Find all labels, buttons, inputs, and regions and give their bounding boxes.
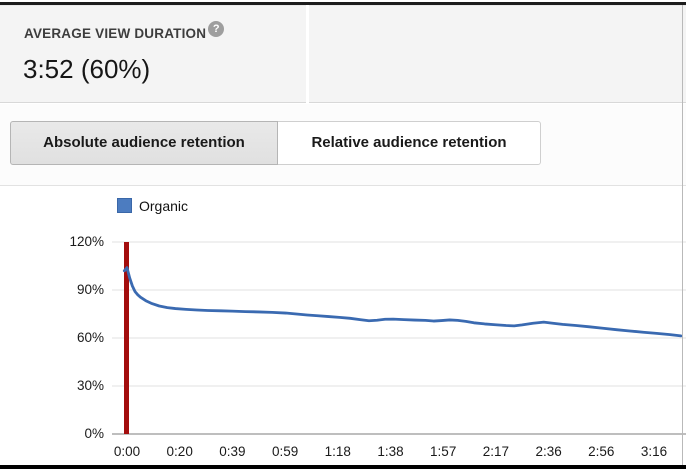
stats-header: AVERAGE VIEW DURATION? 3:52 (60%) — [0, 5, 686, 104]
x-axis-label-2:56: 2:56 — [588, 444, 615, 459]
window-right-border — [682, 5, 683, 465]
organic-retention-line[interactable] — [122, 266, 683, 338]
y-axis-label-30%: 30% — [76, 378, 104, 393]
tab-absolute-retention[interactable]: Absolute audience retention — [10, 121, 278, 165]
x-axis-label-2:17: 2:17 — [482, 444, 510, 459]
y-axis-label-120%: 120% — [69, 234, 104, 249]
playhead-marker-bar[interactable] — [124, 242, 129, 434]
x-axis-label-0:39: 0:39 — [219, 444, 246, 459]
organic-legend-swatch — [117, 198, 132, 214]
x-axis-label-2:36: 2:36 — [535, 444, 562, 459]
window-bottom-border — [0, 465, 686, 469]
x-axis-label-0:59: 0:59 — [271, 444, 299, 459]
stat-label: AVERAGE VIEW DURATION — [24, 26, 207, 41]
y-axis-label-60%: 60% — [76, 330, 104, 345]
retention-chart-panel: 0% 30% 60% 90% 120% 0:00 0:20 0:39 0:59 1:18 1:38 1… — [0, 186, 686, 465]
x-axis-label-3:16: 3:16 — [640, 444, 668, 459]
retention-tabs-strip: Absolute audience retention Relative aud… — [0, 104, 686, 186]
tab-relative-retention[interactable]: Relative audience retention — [277, 121, 541, 165]
retention-plot-area[interactable]: 0% 30% 60% 90% 120% 0:00 0:20 0:39 0:59 1:18 1:38 1… — [0, 186, 686, 465]
retention-line-chart[interactable] — [0, 186, 686, 465]
x-axis-label-1:57: 1:57 — [430, 444, 457, 459]
help-icon[interactable]: ? — [208, 21, 225, 37]
chart-legend: Organic — [117, 197, 189, 214]
x-axis-label-0:00: 0:00 — [113, 444, 141, 459]
x-axis-label-0:20: 0:20 — [166, 444, 193, 459]
x-axis-label-1:38: 1:38 — [377, 444, 404, 459]
window-top-border — [0, 2, 686, 5]
avg-view-duration-panel: AVERAGE VIEW DURATION? 3:52 (60%) — [0, 5, 306, 103]
empty-stat-panel — [309, 5, 686, 103]
stat-label-row: AVERAGE VIEW DURATION? — [24, 21, 225, 43]
organic-legend-label: Organic — [139, 197, 189, 214]
y-axis-label-90%: 90% — [76, 282, 104, 297]
x-axis-label-1:18: 1:18 — [324, 444, 351, 459]
stat-value: 3:52 (60%) — [23, 54, 151, 84]
y-axis-label-0%: 0% — [84, 426, 104, 441]
